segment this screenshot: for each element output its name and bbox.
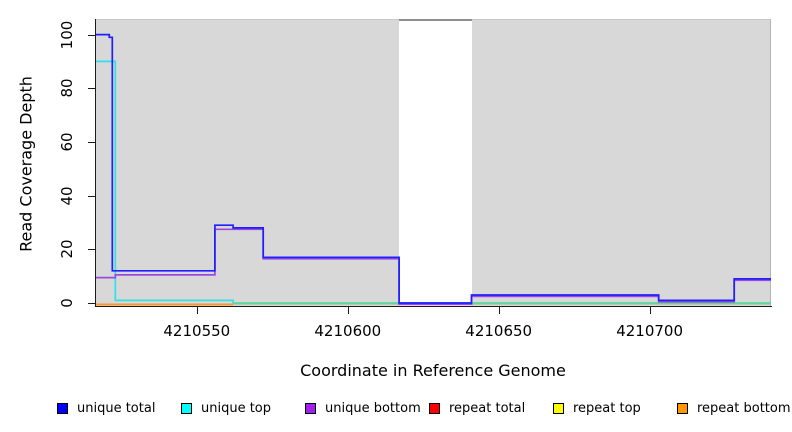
x-tick-label: 4210600 — [314, 322, 382, 340]
x-tick-mark — [347, 307, 349, 314]
y-tick-label: 40 — [58, 186, 76, 206]
x-tick-label: 4210650 — [465, 322, 533, 340]
y-tick-mark — [88, 249, 95, 251]
legend-label: unique total — [77, 400, 156, 416]
y-tick-label: 100 — [58, 20, 76, 49]
x-tick-mark — [196, 307, 198, 314]
legend-item-repeat-bottom: repeat bottom — [677, 400, 791, 416]
x-axis-line — [95, 306, 772, 307]
legend-swatch-icon — [181, 402, 192, 414]
legend-label: repeat bottom — [697, 400, 791, 416]
x-axis-title: Coordinate in Reference Genome — [300, 361, 566, 380]
legend-swatch-icon — [677, 402, 688, 414]
legend-label: unique bottom — [325, 400, 421, 416]
legend-swatch-icon — [305, 402, 316, 414]
legend: unique total unique top unique bottom repea… — [0, 400, 792, 420]
x-tick-mark — [498, 307, 500, 314]
legend-item-unique-bottom: unique bottom — [305, 400, 421, 416]
legend-label: repeat top — [573, 400, 641, 416]
y-tick-mark — [88, 142, 95, 143]
y-tick-mark — [88, 303, 95, 304]
gap-region-band — [399, 19, 472, 306]
y-tick-label: 60 — [58, 132, 76, 152]
legend-label: repeat total — [449, 400, 526, 416]
legend-swatch-icon — [57, 402, 68, 414]
y-tick-mark — [88, 34, 95, 36]
legend-label: unique top — [201, 400, 272, 416]
x-tick-label: 4210700 — [616, 322, 683, 340]
legend-item-repeat-total: repeat total — [429, 400, 525, 416]
legend-swatch-icon — [553, 402, 564, 414]
legend-item-repeat-top: repeat top — [553, 400, 641, 416]
y-tick-mark — [88, 195, 95, 197]
y-tick-label: 20 — [58, 239, 76, 259]
legend-item-unique-total: unique total — [57, 400, 155, 416]
y-tick-label: 80 — [58, 78, 76, 98]
x-tick-label: 4210550 — [163, 322, 231, 340]
legend-swatch-icon — [429, 402, 440, 414]
y-tick-label: 0 — [58, 298, 76, 308]
y-axis-line — [95, 19, 96, 307]
y-tick-mark — [88, 88, 95, 90]
legend-item-unique-top: unique top — [181, 400, 271, 416]
y-axis-title: Read Coverage Depth — [16, 76, 36, 252]
x-tick-mark — [649, 307, 651, 314]
